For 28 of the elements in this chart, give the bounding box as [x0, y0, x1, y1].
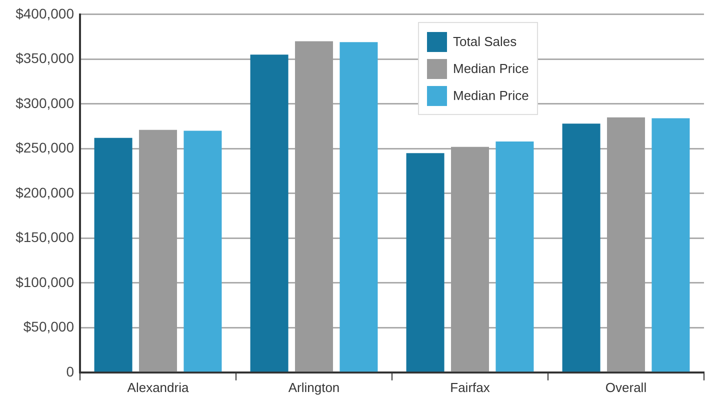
x-tick-label: Fairfax	[450, 380, 490, 395]
y-tick-label: $250,000	[16, 140, 74, 156]
x-tick-label: Overall	[605, 380, 647, 395]
y-tick-label: $100,000	[16, 274, 74, 290]
bar	[294, 41, 334, 372]
y-tick-label: $150,000	[16, 229, 74, 246]
y-tick-label: $50,000	[23, 318, 74, 335]
bar	[606, 117, 646, 372]
x-tick-label: Alexandria	[127, 380, 190, 395]
bar	[184, 130, 222, 372]
bar	[138, 130, 178, 372]
bar	[562, 124, 600, 372]
y-tick-label: $200,000	[16, 184, 74, 200]
legend-label: Median Price	[453, 61, 529, 76]
bar	[250, 54, 288, 372]
bar	[496, 141, 534, 372]
bar	[340, 42, 378, 372]
bar	[94, 138, 132, 372]
y-tick-label: $300,000	[16, 94, 74, 111]
bar	[652, 118, 690, 372]
y-tick-label: 0	[66, 363, 74, 380]
x-tick-label: Arlington	[288, 380, 340, 395]
bar	[406, 153, 444, 372]
legend-label: Total Sales	[453, 34, 517, 49]
legend-label: Median Price	[453, 88, 529, 103]
bar	[450, 146, 490, 372]
y-tick-label: $400,000	[16, 5, 74, 22]
y-tick-label: $350,000	[16, 50, 74, 66]
